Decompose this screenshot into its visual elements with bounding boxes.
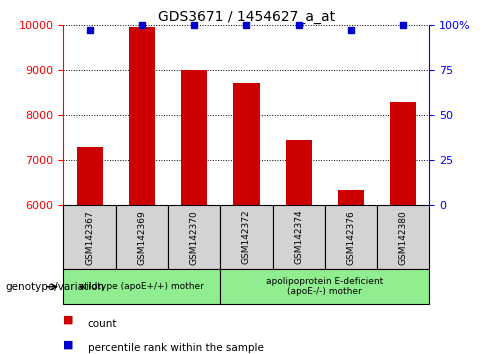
Bar xyxy=(285,140,312,205)
Text: GSM142370: GSM142370 xyxy=(190,210,199,264)
Text: percentile rank within the sample: percentile rank within the sample xyxy=(88,343,264,353)
Text: GSM142369: GSM142369 xyxy=(137,210,146,264)
Bar xyxy=(377,205,429,269)
Text: apolipoprotein E-deficient
(apoE-/-) mother: apolipoprotein E-deficient (apoE-/-) mot… xyxy=(266,277,384,296)
Text: count: count xyxy=(88,319,117,329)
Bar xyxy=(181,70,207,205)
Bar xyxy=(338,189,364,205)
Bar xyxy=(63,269,220,304)
Bar xyxy=(220,205,273,269)
Title: GDS3671 / 1454627_a_at: GDS3671 / 1454627_a_at xyxy=(158,10,335,24)
Text: wildtype (apoE+/+) mother: wildtype (apoE+/+) mother xyxy=(80,282,204,291)
Text: ■: ■ xyxy=(63,340,74,350)
Text: ■: ■ xyxy=(63,315,74,325)
Text: genotype/variation: genotype/variation xyxy=(5,282,104,292)
Bar xyxy=(77,147,102,205)
Text: GSM142372: GSM142372 xyxy=(242,210,251,264)
Bar xyxy=(390,102,416,205)
Bar xyxy=(116,205,168,269)
Text: GSM142380: GSM142380 xyxy=(399,210,408,264)
Bar xyxy=(273,205,325,269)
Bar xyxy=(129,27,155,205)
Bar xyxy=(63,205,116,269)
Text: GSM142376: GSM142376 xyxy=(346,210,356,264)
Bar xyxy=(220,269,429,304)
Bar xyxy=(325,205,377,269)
Text: GSM142374: GSM142374 xyxy=(294,210,303,264)
Bar xyxy=(233,84,260,205)
Bar xyxy=(168,205,220,269)
Text: GSM142367: GSM142367 xyxy=(85,210,94,264)
